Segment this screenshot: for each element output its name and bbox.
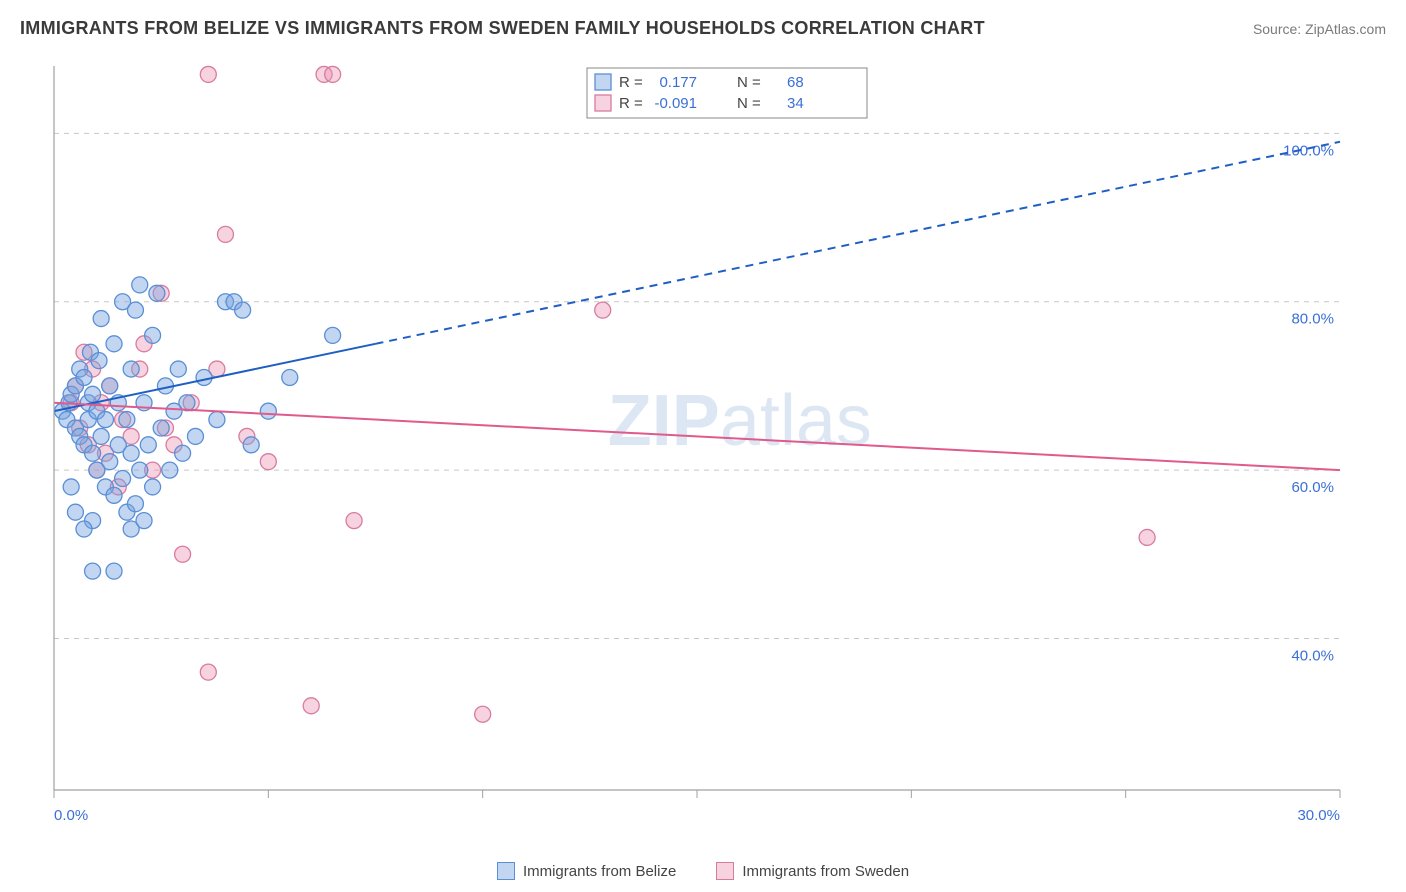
svg-text:0.0%: 0.0% [54, 807, 88, 824]
svg-text:R =: R = [619, 95, 643, 112]
svg-text:-0.091: -0.091 [654, 95, 697, 112]
svg-text:ZIPatlas: ZIPatlas [608, 381, 872, 461]
swatch-sweden [716, 862, 734, 880]
swatch-belize [497, 862, 515, 880]
svg-text:34: 34 [787, 95, 804, 112]
svg-text:R =: R = [619, 74, 643, 91]
svg-text:30.0%: 30.0% [1297, 807, 1340, 824]
chart-svg: 40.0%60.0%80.0%100.0%ZIPatlas0.0%30.0%R … [50, 60, 1370, 830]
legend-label-belize: Immigrants from Belize [523, 863, 676, 880]
chart-title: IMMIGRANTS FROM BELIZE VS IMMIGRANTS FRO… [20, 18, 985, 39]
svg-text:0.177: 0.177 [659, 74, 697, 91]
scatter-plot: 40.0%60.0%80.0%100.0%ZIPatlas0.0%30.0%R … [50, 60, 1370, 830]
source-label: Source: [1253, 21, 1305, 37]
source-credit: Source: ZipAtlas.com [1253, 21, 1386, 37]
svg-text:60.0%: 60.0% [1291, 479, 1334, 496]
svg-text:40.0%: 40.0% [1291, 647, 1334, 664]
svg-text:80.0%: 80.0% [1291, 311, 1334, 328]
svg-text:N =: N = [737, 95, 761, 112]
legend-item-belize: Immigrants from Belize [497, 862, 676, 880]
svg-text:N =: N = [737, 74, 761, 91]
legend-bottom: Immigrants from Belize Immigrants from S… [0, 862, 1406, 880]
legend-label-sweden: Immigrants from Sweden [742, 863, 909, 880]
source-name: ZipAtlas.com [1305, 21, 1386, 37]
svg-text:68: 68 [787, 74, 804, 91]
legend-item-sweden: Immigrants from Sweden [716, 862, 909, 880]
